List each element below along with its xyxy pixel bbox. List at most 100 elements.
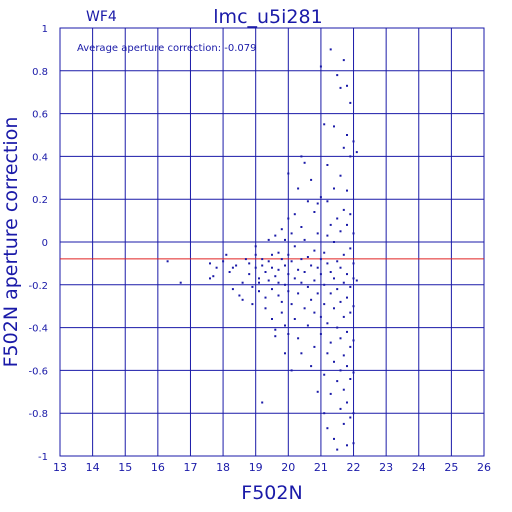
- data-point: [254, 253, 257, 256]
- x-tick-label: 13: [53, 461, 67, 474]
- data-point: [258, 281, 260, 284]
- data-point: [319, 315, 322, 318]
- data-point: [323, 412, 326, 415]
- annotation: Average aperture correction: -0.079: [77, 43, 257, 54]
- data-point: [355, 279, 358, 282]
- data-point: [287, 290, 290, 293]
- data-point: [306, 285, 309, 288]
- x-tick-label: 25: [444, 461, 458, 474]
- data-point: [228, 271, 231, 273]
- data-point: [300, 258, 303, 261]
- data-point: [267, 238, 270, 241]
- data-point: [300, 281, 303, 284]
- data-point: [346, 330, 348, 333]
- data-point: [316, 266, 319, 269]
- data-point: [352, 305, 355, 308]
- data-point: [349, 378, 352, 380]
- y-tick-label: 0.8: [32, 67, 48, 78]
- data-point: [290, 260, 293, 263]
- data-point: [287, 273, 290, 276]
- data-point: [329, 392, 332, 395]
- data-point: [254, 245, 257, 248]
- data-point: [212, 275, 215, 278]
- data-point: [323, 123, 326, 126]
- x-tick-label: 21: [314, 461, 328, 474]
- data-point: [225, 253, 228, 256]
- data-point: [336, 380, 339, 383]
- data-point: [319, 196, 322, 199]
- data-point: [284, 238, 286, 241]
- data-point: [336, 326, 339, 329]
- data-point: [310, 178, 313, 181]
- data-point: [346, 365, 348, 368]
- data-point: [342, 59, 345, 62]
- data-point: [303, 307, 306, 310]
- data-point: [323, 283, 326, 286]
- data-point: [336, 288, 339, 291]
- data-point: [319, 333, 322, 335]
- data-point: [339, 337, 342, 340]
- data-point: [293, 318, 296, 320]
- data-point: [349, 247, 352, 250]
- data-point: [277, 268, 280, 271]
- data-point: [333, 125, 335, 128]
- data-point: [333, 437, 335, 440]
- data-point: [342, 208, 345, 211]
- data-point: [333, 307, 335, 310]
- data-point: [352, 232, 355, 235]
- x-tick-label: 17: [183, 461, 197, 474]
- data-point: [238, 294, 241, 297]
- data-point: [349, 155, 352, 158]
- data-point: [303, 271, 306, 273]
- data-point: [342, 422, 345, 425]
- data-point: [336, 217, 339, 220]
- data-point: [352, 371, 355, 374]
- data-point: [326, 322, 329, 325]
- data-point: [297, 187, 300, 190]
- data-point: [323, 373, 326, 376]
- data-point: [326, 427, 329, 430]
- data-point: [339, 266, 342, 269]
- data-point: [267, 279, 270, 282]
- data-point: [313, 279, 316, 282]
- grid-lines: [59, 27, 485, 457]
- data-point: [277, 294, 280, 297]
- y-tick-label: 0: [42, 238, 48, 249]
- data-point: [329, 271, 332, 273]
- data-point: [339, 369, 342, 372]
- data-point: [209, 262, 211, 265]
- data-point: [222, 260, 225, 263]
- data-point: [277, 251, 280, 254]
- y-tick-label: 0.2: [32, 195, 48, 206]
- data-point: [306, 200, 309, 203]
- data-point: [254, 266, 257, 269]
- data-point: [293, 277, 296, 280]
- data-point: [310, 298, 313, 301]
- data-point: [329, 48, 332, 51]
- data-point: [261, 258, 264, 261]
- data-point: [333, 360, 335, 363]
- data-point: [267, 260, 270, 263]
- data-point: [342, 354, 345, 357]
- data-point: [231, 266, 234, 269]
- data-point: [313, 345, 316, 348]
- data-point: [209, 277, 211, 280]
- data-point: [306, 256, 309, 258]
- data-point: [231, 288, 234, 291]
- y-axis-label: F502N aperture correction: [0, 117, 22, 368]
- data-point: [333, 187, 335, 190]
- data-point: [300, 352, 303, 355]
- data-point: [342, 281, 345, 284]
- data-point: [313, 211, 316, 213]
- data-point: [333, 277, 335, 280]
- data-point: [342, 388, 345, 391]
- data-point: [326, 262, 329, 265]
- data-point: [329, 292, 332, 295]
- y-tick-labels: 1 0.8 0.6 0.4 0.2 0 -0.2 -0.4 -0.6 -0.8 -1: [28, 24, 48, 463]
- x-tick-label: 15: [118, 461, 132, 474]
- data-point: [352, 412, 355, 415]
- data-point: [290, 303, 293, 306]
- data-point: [297, 268, 300, 271]
- data-point: [287, 253, 290, 256]
- y-tick-label: 0.6: [32, 110, 48, 121]
